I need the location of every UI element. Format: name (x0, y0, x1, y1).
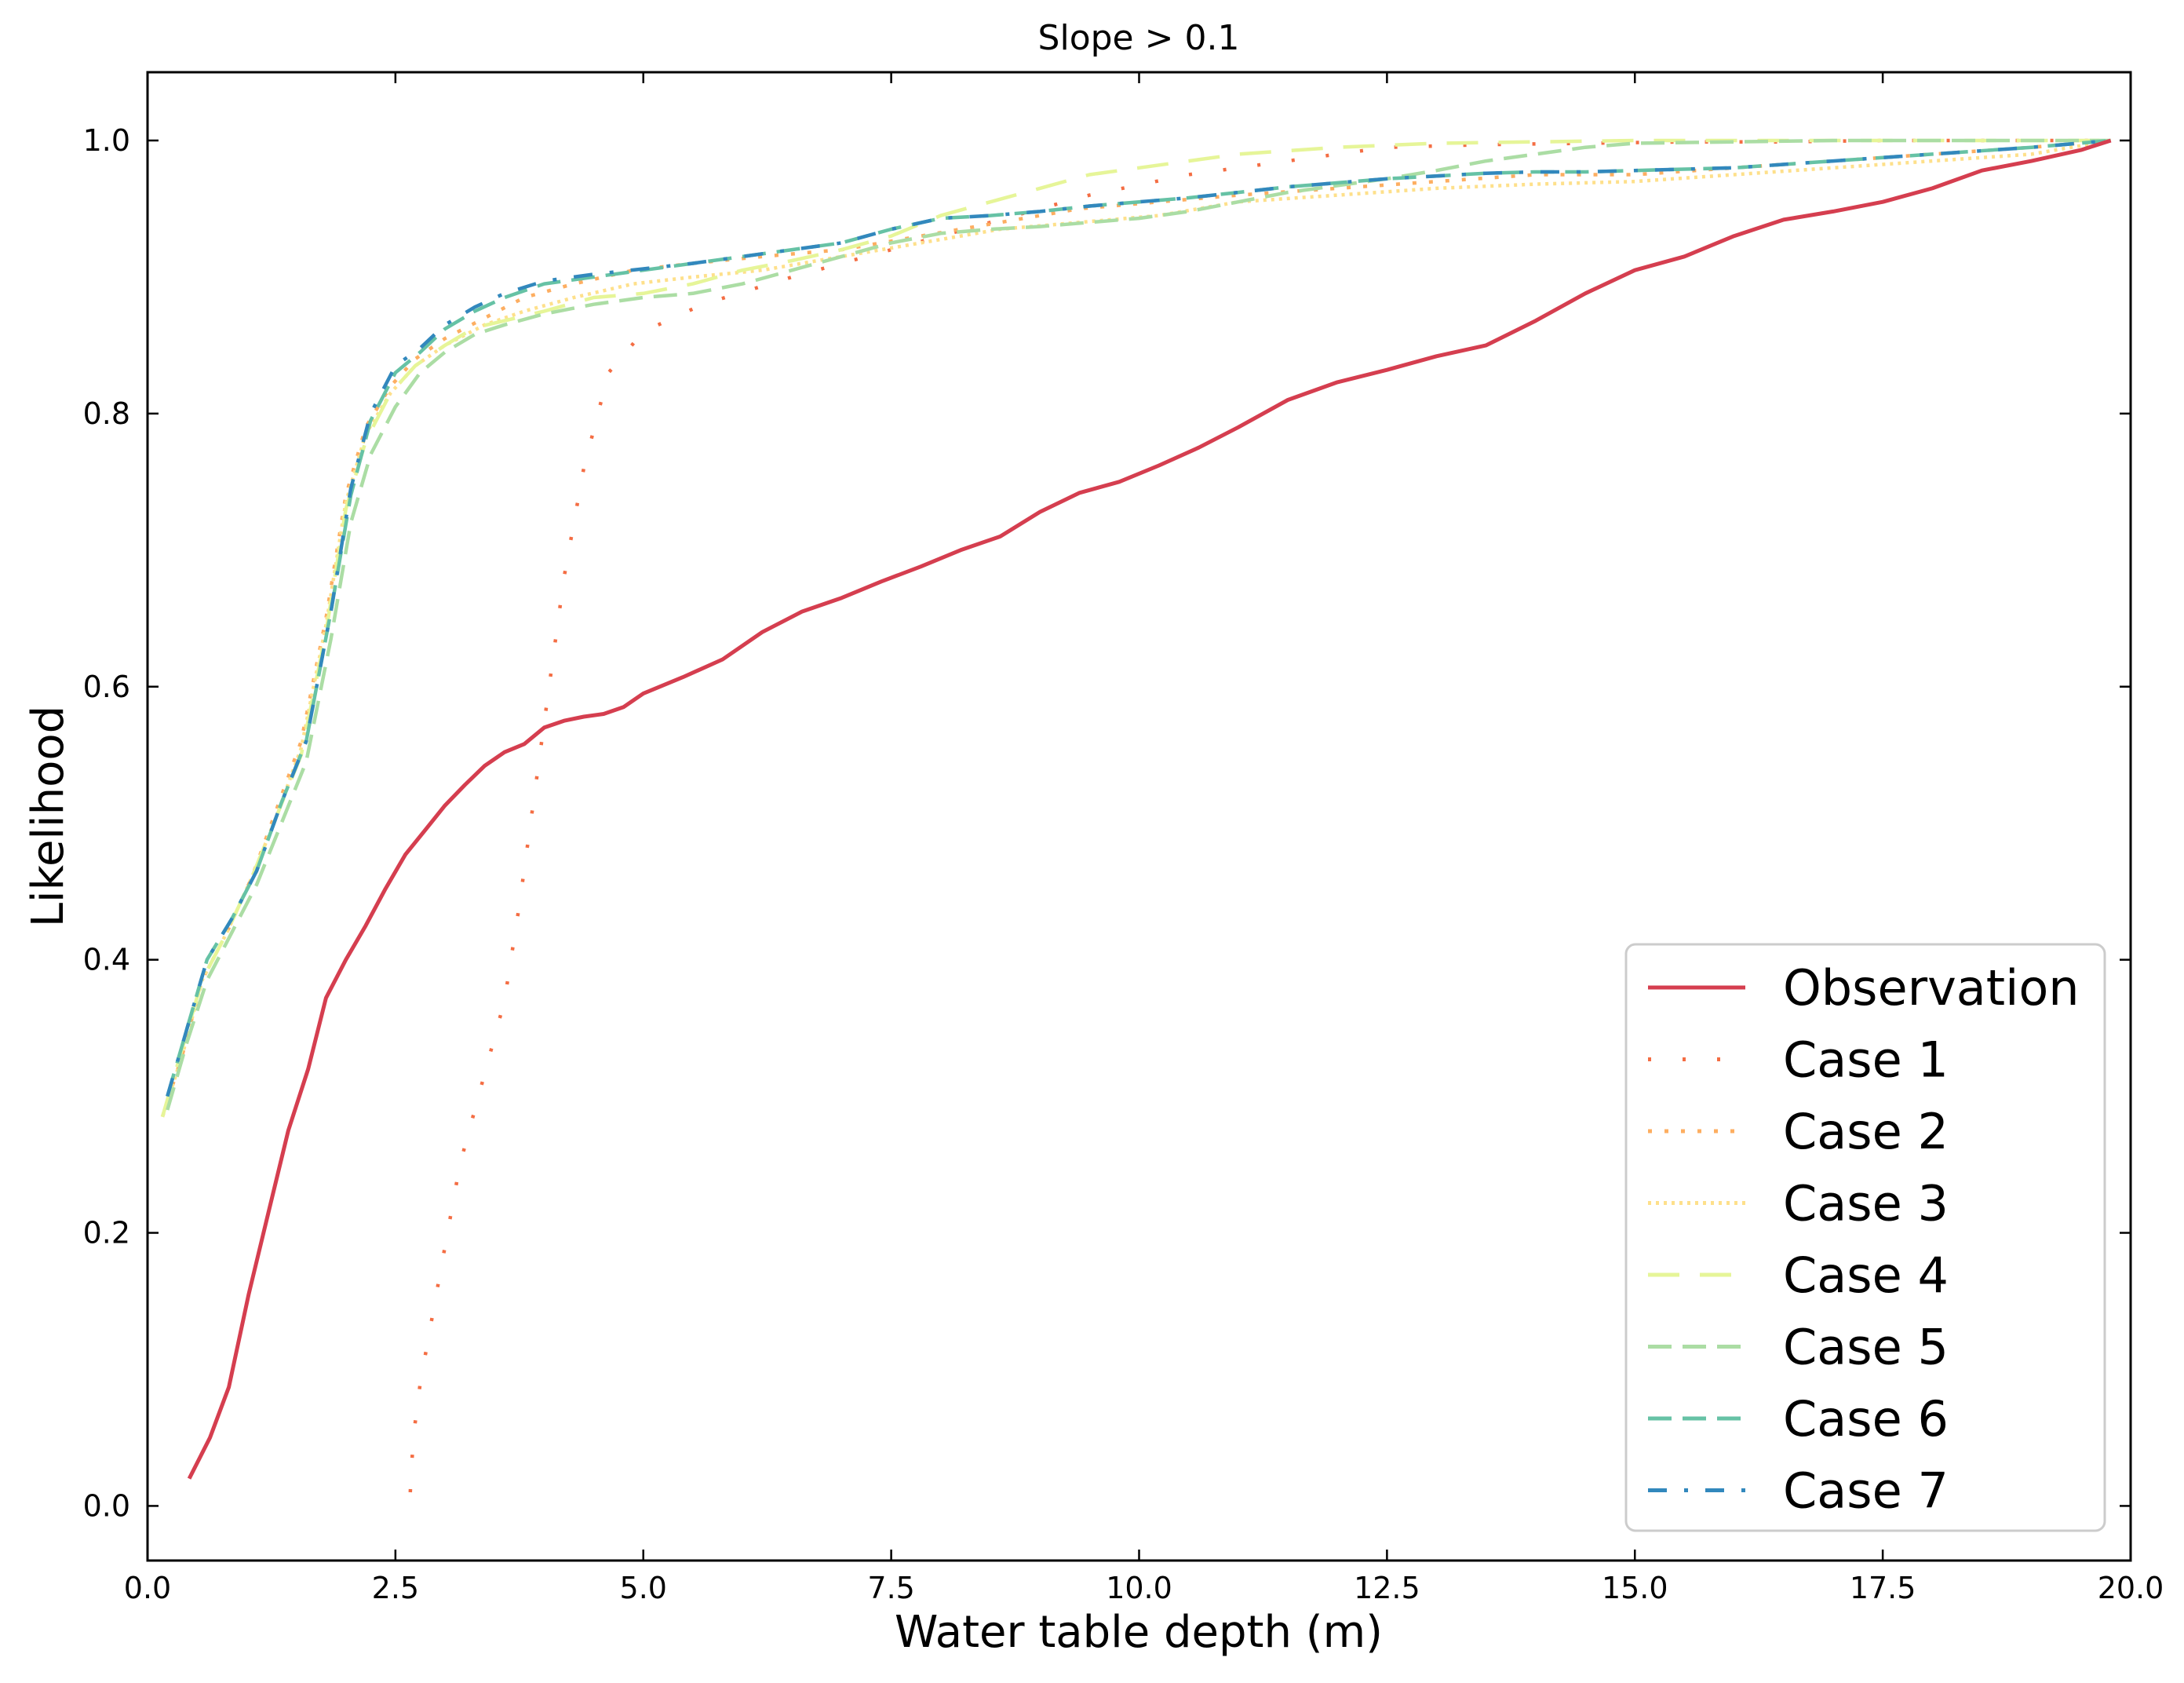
chart-title: Slope > 0.1 (1038, 18, 1240, 58)
x-tick-label: 10.0 (1106, 1571, 1172, 1605)
x-tick-label: 20.0 (2098, 1571, 2164, 1605)
x-tick-label: 17.5 (1850, 1571, 1916, 1605)
legend-label: Case 4 (1783, 1247, 1949, 1304)
x-tick-label: 0.0 (124, 1571, 171, 1605)
y-axis-label: Likelihood (23, 706, 74, 927)
series-line-case-4 (160, 138, 2111, 1118)
x-tick-label: 7.5 (867, 1571, 914, 1605)
y-tick-label: 1.0 (83, 123, 130, 158)
series-line-case-3 (160, 138, 2112, 1118)
y-tick-label: 0.2 (83, 1216, 130, 1250)
series-line-case-2 (160, 138, 2111, 1118)
x-tick-label: 15.0 (1602, 1571, 1668, 1605)
plot-area (160, 138, 2112, 1493)
x-tick-label: 2.5 (372, 1571, 419, 1605)
legend-label: Case 5 (1783, 1319, 1949, 1376)
series-line-case-6 (166, 138, 2111, 1097)
x-axis: 0.0 2.5 5.0 7.5 10.0 12.5 15.0 17.5 20.0 (124, 72, 2164, 1605)
x-tick-label: 12.5 (1354, 1571, 1420, 1605)
y-tick-label: 0.8 (83, 396, 130, 431)
x-tick-label: 5.0 (620, 1571, 667, 1605)
y-tick-label: 0.6 (83, 670, 130, 704)
series-line-case-1 (408, 138, 2111, 1493)
y-axis: 0.0 0.2 0.4 0.6 0.8 1.0 (83, 123, 2131, 1523)
legend-label: Case 7 (1783, 1462, 1949, 1520)
legend-label: Case 3 (1783, 1175, 1949, 1232)
legend-label: Case 2 (1783, 1103, 1949, 1160)
y-tick-label: 0.4 (83, 943, 130, 977)
y-tick-label: 0.0 (83, 1488, 130, 1523)
legend-label: Case 6 (1783, 1390, 1949, 1448)
legend-label: Case 1 (1783, 1031, 1949, 1089)
legend-label: Observation (1783, 959, 2080, 1017)
series-line-observation (187, 138, 2112, 1480)
series-line-case-5 (166, 138, 2111, 1111)
legend: Observation Case 1 Case 2 Case 3 Case 4 Case … (1624, 943, 2106, 1532)
legend-box (1624, 943, 2106, 1532)
x-axis-label: Water table depth (m) (895, 1607, 1383, 1658)
